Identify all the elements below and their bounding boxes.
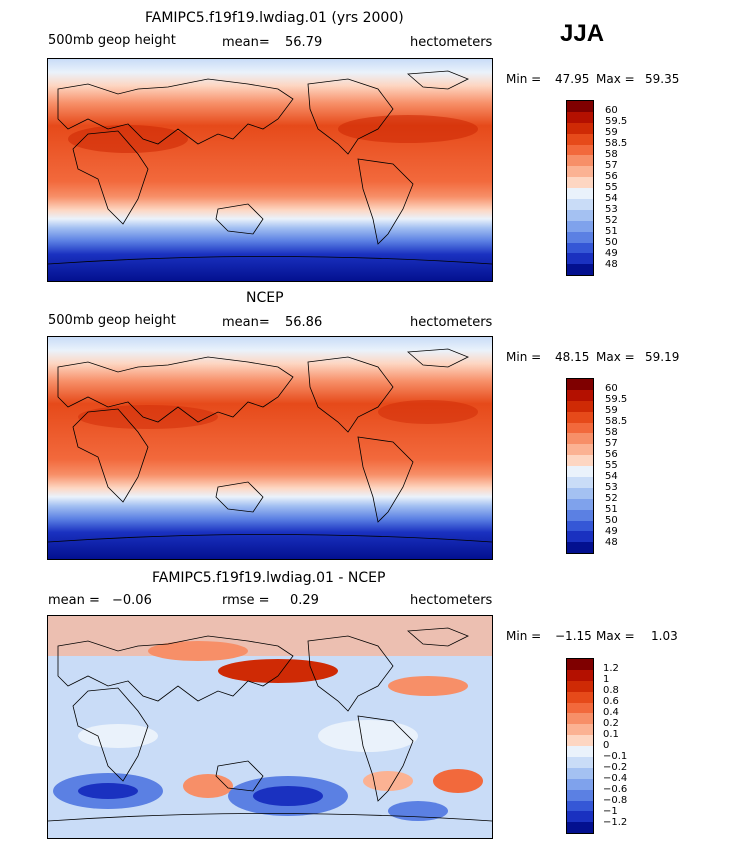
cbar-tick: 1.2 [603,663,619,674]
panel3-mean-value: −0.06 [112,593,152,608]
cbar-tick: 59 [605,127,618,138]
cbar-tick: 49 [605,248,618,259]
cbar-tick: 56 [605,171,618,182]
cbar-tick: 58.5 [605,138,628,149]
panel1-field-label: 500mb geop height [48,33,176,48]
panel2-units: hectometers [410,315,493,330]
panel3-coastlines [48,627,492,822]
panel1-min-label: Min = [506,72,542,86]
panel3-min-value: −1.15 [555,629,592,643]
cbar-tick: 57 [605,438,618,449]
cbar-tick: 0 [603,740,610,751]
panel1-mean-label: mean= [222,35,270,50]
panel1-min-value: 47.95 [555,72,590,86]
panel1-max-value: 59.35 [645,72,680,86]
cbar-tick: 60 [605,383,618,394]
panel2-mean-label: mean= [222,315,270,330]
panel2-min-value: 48.15 [555,350,590,364]
cbar-tick: 58.5 [605,416,628,427]
cbar-tick: 56 [605,449,618,460]
cbar-tick: 48 [605,259,618,270]
panel1-map-svg [48,59,492,281]
panel1-units: hectometers [410,35,493,50]
panel1-map [47,58,493,282]
panel2-field-label: 500mb geop height [48,313,176,328]
cbar-tick: −0.2 [603,762,628,773]
panel1-title: FAMIPC5.f19f19.lwdiag.01 (yrs 2000) [145,10,404,26]
panel2-title: NCEP [246,290,284,306]
cbar-tick: 53 [605,204,618,215]
panel1-mean-value: 56.79 [285,35,323,50]
cbar-tick: 51 [605,504,618,515]
cbar-tick: −1 [603,806,618,817]
cbar-tick: 51 [605,226,618,237]
panel2-mean-value: 56.86 [285,315,323,330]
cbar-tick: 50 [605,237,618,248]
cbar-tick: 58 [605,427,618,438]
cbar-tick: 48 [605,537,618,548]
cbar-tick: −0.1 [603,751,628,762]
panel1-colorbar [566,100,594,276]
cbar-tick: 55 [605,182,618,193]
panel1-coastlines [48,70,492,265]
panel3-map-svg [48,616,492,838]
cbar-tick: 1 [603,674,610,685]
cbar-tick: 0.1 [603,729,619,740]
cbar-tick: 59 [605,405,618,416]
cbar-tick: 0.2 [603,718,619,729]
panel2-map [47,336,493,560]
cbar-tick: 59.5 [605,394,628,405]
panel2-min-label: Min = [506,350,542,364]
panel3-rmse-value: 0.29 [290,593,319,608]
cbar-tick: 54 [605,193,618,204]
panel3-map [47,615,493,839]
panel3-max-value: 1.03 [651,629,678,643]
cbar-tick: 55 [605,460,618,471]
panel2-map-svg [48,337,492,559]
cbar-tick: 50 [605,515,618,526]
cbar-tick: 60 [605,105,618,116]
cbar-tick: 49 [605,526,618,537]
panel2-max-label: Max = [596,350,635,364]
cbar-tick: −1.2 [603,817,628,828]
cbar-tick: −0.8 [603,795,628,806]
cbar-tick: 57 [605,160,618,171]
cbar-tick: 54 [605,471,618,482]
cbar-tick: 58 [605,149,618,160]
panel1-max-label: Max = [596,72,635,86]
panel3-max-label: Max = [596,629,635,643]
cbar-tick: 0.8 [603,685,619,696]
cbar-tick: 0.4 [603,707,619,718]
panel3-rmse-label: rmse = [222,593,270,608]
cbar-tick: 0.6 [603,696,619,707]
panel3-mean-label: mean = [48,593,100,608]
cbar-tick: 59.5 [605,116,628,127]
cbar-tick: 53 [605,482,618,493]
cbar-tick: −0.4 [603,773,628,784]
panel2-max-value: 59.19 [645,350,680,364]
panel3-title: FAMIPC5.f19f19.lwdiag.01 - NCEP [152,570,386,586]
cbar-tick: 52 [605,493,618,504]
cbar-tick: −0.6 [603,784,628,795]
panel3-min-label: Min = [506,629,542,643]
panel3-units: hectometers [410,593,493,608]
cbar-tick: 52 [605,215,618,226]
panel3-colorbar [566,658,594,834]
panel2-coastlines [48,348,492,543]
season-label: JJA [560,20,605,47]
panel2-colorbar [566,378,594,554]
